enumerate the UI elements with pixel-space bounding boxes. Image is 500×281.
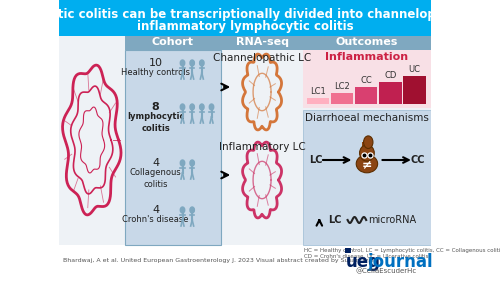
Text: Bhardwaj, A et al. United European Gastroenterology J. 2023 Visual abstract crea: Bhardwaj, A et al. United European Gastr… (63, 258, 376, 263)
Text: LC2: LC2 (334, 82, 350, 91)
Bar (124, 50, 221, 245)
Circle shape (190, 104, 194, 110)
Circle shape (180, 207, 184, 213)
Text: RNA-seq: RNA-seq (236, 37, 288, 47)
Bar (331, 93, 353, 104)
Circle shape (180, 104, 184, 110)
Bar (59, 245, 431, 281)
Text: Collagenous
colitis: Collagenous colitis (130, 168, 182, 189)
Text: LC: LC (328, 215, 342, 225)
Text: CD: CD (384, 71, 396, 80)
Bar (59, 0, 431, 36)
Bar (303, 110, 431, 245)
Ellipse shape (360, 145, 374, 161)
Bar (379, 81, 402, 104)
Bar (59, 36, 431, 281)
Bar (360, 153, 374, 166)
Circle shape (210, 104, 214, 110)
Ellipse shape (356, 155, 378, 173)
Bar (303, 50, 431, 108)
Bar (346, 248, 352, 253)
Text: CC: CC (360, 76, 372, 85)
Bar (124, 36, 221, 50)
Text: HC = Healthy control, LC = Lymphocytic colitis, CC = Collagenous colitis,
CD = C: HC = Healthy control, LC = Lymphocytic c… (304, 248, 500, 259)
Text: Inflammatory LC: Inflammatory LC (218, 142, 306, 152)
Text: 4: 4 (152, 158, 160, 168)
Ellipse shape (364, 136, 373, 148)
Text: journal: journal (368, 253, 434, 271)
Circle shape (200, 60, 204, 66)
Circle shape (190, 160, 194, 166)
Circle shape (200, 104, 204, 110)
Text: Outcomes: Outcomes (336, 37, 398, 47)
Bar (221, 36, 303, 50)
Bar (355, 87, 378, 104)
Text: 8: 8 (152, 102, 160, 112)
Text: ueg: ueg (346, 253, 380, 271)
Circle shape (190, 60, 194, 66)
Text: LC1: LC1 (310, 87, 326, 96)
Text: Lymphocytic colitis can be transcriptionally divided into channelopathic and: Lymphocytic colitis can be transcription… (0, 8, 498, 21)
Text: Inflammation: Inflammation (326, 52, 408, 62)
Text: LC: LC (310, 155, 323, 165)
Text: lymphocytic
colitis: lymphocytic colitis (127, 112, 184, 133)
Circle shape (180, 160, 184, 166)
Circle shape (190, 207, 194, 213)
Text: CC: CC (410, 155, 424, 165)
Bar (403, 76, 425, 104)
Text: microRNA: microRNA (368, 215, 416, 225)
Bar (303, 36, 431, 50)
Text: inflammatory lymphocytic colitis: inflammatory lymphocytic colitis (136, 20, 354, 33)
Text: Cohort: Cohort (152, 37, 194, 47)
Text: Channelopathic LC: Channelopathic LC (213, 53, 311, 63)
Bar (362, 142, 372, 155)
Bar (306, 98, 330, 104)
Text: Healthy controls: Healthy controls (121, 68, 190, 77)
Text: 10: 10 (148, 58, 162, 68)
Text: UC: UC (408, 65, 420, 74)
Text: Diarrhoeal mechanisms: Diarrhoeal mechanisms (305, 113, 429, 123)
Text: @CeliaEscuderHc: @CeliaEscuderHc (356, 268, 417, 275)
Text: 4: 4 (152, 205, 160, 215)
Text: ≠: ≠ (362, 159, 372, 172)
Text: Crohn's disease: Crohn's disease (122, 215, 189, 224)
Circle shape (180, 60, 184, 66)
